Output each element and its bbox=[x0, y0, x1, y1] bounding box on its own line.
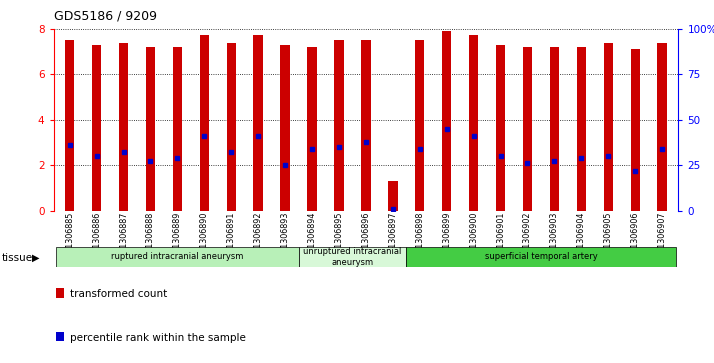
Bar bbox=[415, 40, 425, 211]
Bar bbox=[496, 45, 506, 211]
Bar bbox=[307, 47, 317, 211]
Bar bbox=[298, 247, 406, 267]
Bar bbox=[92, 45, 101, 211]
Bar bbox=[281, 45, 290, 211]
Text: unruptured intracranial
aneurysm: unruptured intracranial aneurysm bbox=[303, 247, 402, 266]
Bar bbox=[146, 47, 155, 211]
Bar bbox=[577, 47, 586, 211]
Text: transformed count: transformed count bbox=[70, 289, 167, 299]
Bar bbox=[523, 47, 532, 211]
Bar bbox=[550, 47, 559, 211]
Bar bbox=[603, 43, 613, 211]
Text: percentile rank within the sample: percentile rank within the sample bbox=[70, 333, 246, 343]
Text: GDS5186 / 9209: GDS5186 / 9209 bbox=[54, 9, 156, 22]
Text: ruptured intracranial aneurysm: ruptured intracranial aneurysm bbox=[111, 252, 243, 261]
Bar bbox=[469, 35, 478, 211]
Bar bbox=[173, 47, 182, 211]
Bar bbox=[65, 40, 74, 211]
Bar bbox=[406, 247, 675, 267]
Text: superficial temporal artery: superficial temporal artery bbox=[485, 252, 598, 261]
Bar bbox=[253, 35, 263, 211]
Bar bbox=[442, 31, 451, 211]
Bar bbox=[119, 43, 129, 211]
Bar bbox=[334, 40, 343, 211]
Bar bbox=[361, 40, 371, 211]
Bar bbox=[200, 35, 209, 211]
Text: ▶: ▶ bbox=[32, 253, 40, 263]
Bar bbox=[226, 43, 236, 211]
Text: tissue: tissue bbox=[2, 253, 34, 263]
Bar bbox=[388, 181, 398, 211]
Bar bbox=[56, 247, 298, 267]
Bar bbox=[658, 43, 667, 211]
Bar bbox=[630, 49, 640, 211]
